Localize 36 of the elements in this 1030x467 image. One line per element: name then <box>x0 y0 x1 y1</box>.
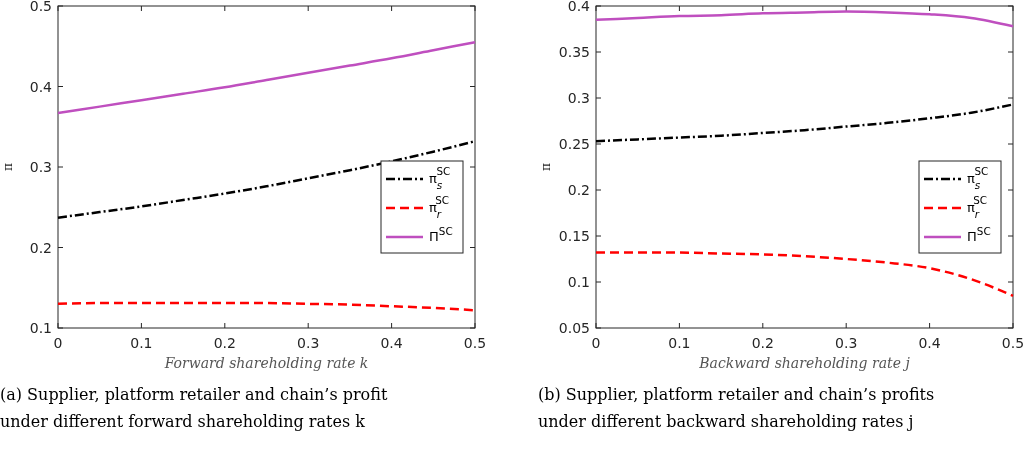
x-tick-label: 0.1 <box>130 335 153 351</box>
y-tick-label: 0.3 <box>29 159 52 175</box>
y-tick-label: 0.5 <box>29 0 52 14</box>
y-axis-title: π <box>539 162 553 171</box>
x-tick-label: 0.5 <box>1001 335 1025 351</box>
line-series <box>594 10 1015 28</box>
x-tick-label: 0.4 <box>380 335 403 351</box>
y-axis-title: π <box>1 162 15 171</box>
y-tick-label: 0.35 <box>558 44 590 60</box>
y-tick-label: 0.1 <box>567 274 590 290</box>
line-series <box>594 251 1015 298</box>
line-series <box>56 40 477 115</box>
x-tick-label: 0.3 <box>297 335 320 351</box>
y-tick-label: 0.1 <box>29 320 52 336</box>
y-tick-label: 0.05 <box>558 320 590 336</box>
y-tick-label: 0.3 <box>567 90 590 106</box>
legend-label: Π$^{SC}$ <box>967 225 991 244</box>
x-tick-label: 0.3 <box>835 335 858 351</box>
x-axis-title: Forward shareholding rate k <box>163 355 369 371</box>
x-tick-label: 0.1 <box>668 335 691 351</box>
y-tick-label: 0.4 <box>29 78 53 95</box>
text: (a) Supplier, platform retailer and chain’s profit under different forward shareholding rates k <box>0 385 388 431</box>
x-tick-label: 0.4 <box>918 335 941 351</box>
x-tick-label: 0 <box>591 335 601 351</box>
x-tick-label: 0 <box>53 335 63 351</box>
x-tick-label: 0.2 <box>213 335 236 351</box>
y-tick-label: 0.4 <box>567 0 591 14</box>
x-tick-label: 0.2 <box>751 335 774 351</box>
x-tick-label: 0.5 <box>463 335 487 351</box>
y-tick-label: 0.25 <box>558 136 590 152</box>
x-axis-title: Backward shareholding rate j <box>698 355 911 371</box>
y-tick-label: 0.15 <box>558 228 590 244</box>
legend-label: Π$^{SC}$ <box>429 225 453 244</box>
y-tick-label: 0.2 <box>29 239 52 256</box>
y-tick-label: 0.2 <box>567 182 590 198</box>
text: (b) Supplier, platform retailer and chain’s profits under different backward shareholding rates j <box>538 385 935 431</box>
